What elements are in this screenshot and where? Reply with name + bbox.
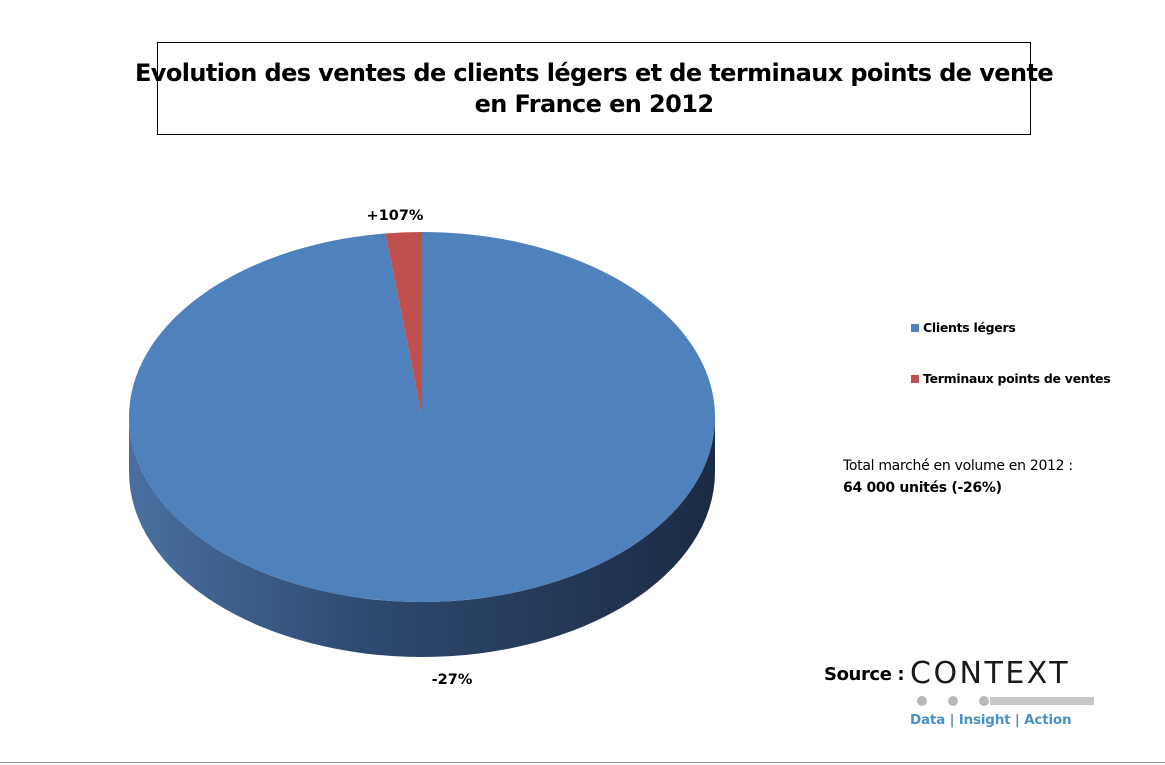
legend-label-terminaux: Terminaux points de ventes [923, 371, 1111, 386]
market-total: Total marché en volume en 2012 : 64 000 … [843, 455, 1073, 499]
data-label-terminaux-points-de-ventes: +107% [367, 208, 424, 224]
logo-dot-icon [917, 696, 927, 706]
legend-swatch-terminaux [911, 374, 919, 383]
legend-label-clients-legers: Clients légers [923, 320, 1016, 335]
pie-slice-clients-legers [129, 232, 715, 602]
context-logo-tagline: Data | Insight | Action [910, 712, 1072, 728]
logo-dot-icon [979, 696, 989, 706]
legend-item-clients-legers: Clients légers [911, 320, 1016, 335]
logo-bar [990, 697, 1094, 705]
pie-slice-terminaux-points-de-ventes [385, 232, 422, 417]
bottom-divider [0, 762, 1165, 763]
logo-dot-icon [948, 696, 958, 706]
source-label: Source : [824, 664, 905, 685]
context-logo-wordmark: CONTEXT [910, 656, 1071, 691]
legend-swatch-clients-legers [911, 323, 919, 332]
legend-item-terminaux: Terminaux points de ventes [911, 371, 1111, 386]
chart-title-line-1: Evolution des ventes de clients légers e… [135, 58, 1054, 87]
context-logo: CONTEXT Data | Insight | Action [910, 656, 1100, 736]
data-label-clients-legers: -27% [432, 672, 473, 688]
pie-side-wall [129, 417, 715, 657]
market-total-label: Total marché en volume en 2012 : [843, 458, 1073, 474]
market-total-value: 64 000 unités (-26%) [843, 480, 1002, 496]
chart-title-line-2: en France en 2012 [474, 89, 714, 118]
chart-title: Evolution des ventes de clients légers e… [135, 42, 1054, 135]
